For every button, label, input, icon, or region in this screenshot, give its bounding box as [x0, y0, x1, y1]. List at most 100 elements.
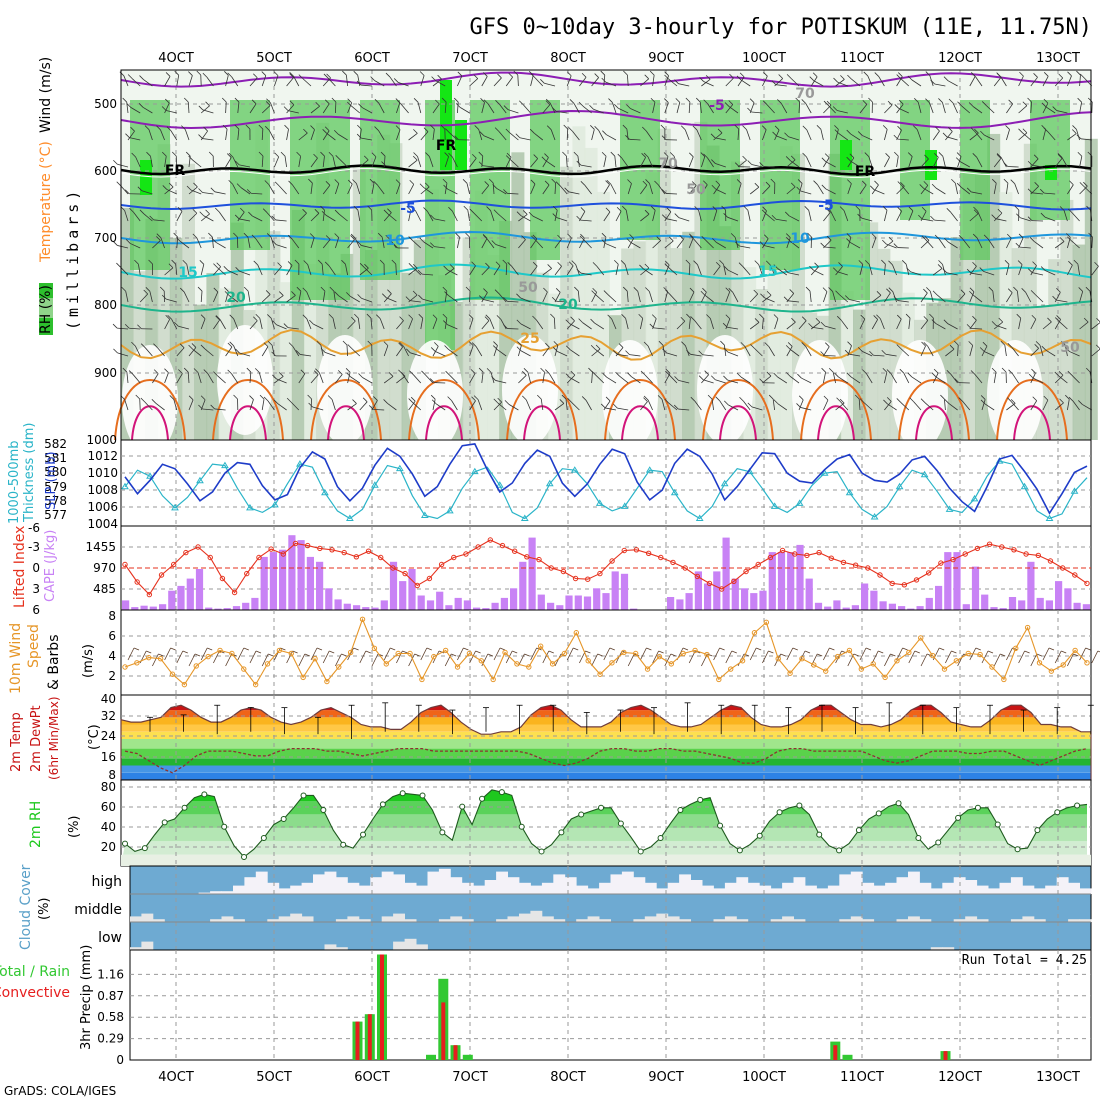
date-label-bottom: 4OCT: [158, 1070, 194, 1085]
temp-band: [121, 765, 1091, 773]
wind-speed-point: [823, 668, 829, 674]
lifted-index-point: [426, 575, 433, 582]
cape-bar: [343, 603, 351, 610]
cloud-cell: [736, 877, 749, 894]
cloud-cell: [599, 882, 611, 894]
lifted-index-point: [378, 554, 384, 561]
wind-speed-point: [288, 650, 294, 657]
cloud-cell: [656, 913, 669, 922]
cape-bar: [288, 535, 296, 610]
cloud-cell: [976, 919, 989, 922]
lifted-index-point: [292, 540, 299, 547]
lifted-index-point: [438, 561, 445, 568]
wind-speed-point: [205, 653, 211, 660]
wind-speed-point: [609, 660, 615, 666]
lifted-index-point: [329, 547, 335, 553]
lifted-index-point: [889, 580, 895, 587]
lifted-index-point: [609, 558, 615, 564]
wind-speed-point: [490, 676, 496, 683]
axis-tick-label: 900: [94, 366, 117, 380]
cloud-cell: [393, 874, 405, 894]
rh-panel: 80 60 40 20 2m RH (%): [28, 779, 1092, 867]
cloud-cell: [461, 919, 474, 922]
rh-point: [161, 819, 168, 826]
cape-bar: [777, 552, 786, 610]
thickness-point: [495, 481, 504, 488]
precip-total-bar: [842, 1054, 853, 1060]
cape-bar: [325, 588, 333, 610]
cape-bar: [269, 552, 277, 610]
thickness-point: [770, 502, 779, 509]
cape-bar: [1008, 597, 1017, 610]
axis-tick-label: 6: [108, 629, 116, 643]
thickness-point: [520, 514, 529, 521]
cape-bar: [362, 607, 370, 610]
cloud-cell: [301, 916, 314, 922]
cloud-cell: [141, 941, 154, 950]
cape-bar: [898, 606, 906, 610]
wind-speed-point: [775, 655, 781, 662]
date-label-top: 6OCT: [354, 51, 390, 66]
wind-speed-point: [217, 647, 223, 654]
axis-tick-label: 581: [44, 451, 67, 465]
thickness-point: [1070, 487, 1079, 494]
rh-point: [558, 829, 565, 836]
wind-speed-label: Speed: [26, 624, 42, 668]
lifted-index-point: [828, 555, 834, 561]
rh-point: [241, 854, 248, 861]
cape-bar: [1018, 600, 1026, 610]
rh-point: [379, 801, 386, 808]
chart-title: GFS 0~10day 3-hourly for POTISKUM (11E, …: [469, 15, 1092, 40]
cape-bar: [316, 561, 324, 610]
cape-bar: [630, 608, 638, 610]
wind-speed-panel: 8 6 4 2 10m Wind Speed & Barbs (m/s): [8, 609, 1100, 696]
date-label-bottom: 9OCT: [648, 1070, 684, 1085]
axis-tick-label: 16: [101, 750, 116, 764]
cape-bar: [1064, 588, 1072, 610]
thickness-point: [370, 481, 379, 488]
wind-barbs-label: & Barbs: [46, 635, 62, 691]
date-label-bottom: 6OCT: [354, 1070, 390, 1085]
lifted-index-point: [524, 554, 530, 560]
contour-label: 50: [686, 182, 706, 198]
cape-bar: [463, 600, 471, 610]
wind-speed-point: [157, 655, 164, 662]
cloud-cell: [942, 882, 955, 894]
wind-speed-point: [407, 650, 413, 657]
cloud-cell: [267, 919, 280, 922]
cloud-cell: [976, 885, 989, 894]
lifted-index-point: [1072, 572, 1078, 578]
cape-bar: [399, 581, 407, 610]
pressure-axis-label: (millibars): [64, 187, 82, 330]
wind-speed-point: [549, 661, 556, 667]
temp-band: [121, 739, 1091, 749]
cape-bar: [620, 573, 629, 610]
lifted-index-point: [779, 547, 786, 554]
lifted-index-point: [950, 556, 956, 563]
rh-point: [1034, 827, 1041, 834]
axis-tick-label: 8: [108, 609, 116, 623]
cloud-cell: [404, 882, 417, 894]
lifted-index-point: [219, 575, 226, 582]
cape-bar: [787, 552, 795, 610]
thickness-point: [970, 494, 979, 502]
cape-bar: [999, 608, 1007, 610]
cape-bar: [759, 590, 767, 610]
date-label-top: 8OCT: [550, 51, 586, 66]
cloud-cell: [1033, 888, 1046, 894]
cloud-cell: [519, 913, 531, 922]
cloud-cell: [862, 882, 875, 894]
temp-label: 2m Temp: [9, 712, 24, 772]
cape-bar: [168, 590, 176, 610]
wind-speed-point: [953, 658, 960, 664]
axis-tick-label: 60: [101, 800, 116, 814]
cape-bar: [694, 571, 702, 610]
temperature-panel: 40 32 24 16 8 2m Temp 2m DewPt (6hr Min/Max)…: [9, 692, 1094, 782]
lifted-index-point: [560, 568, 567, 575]
rh-point: [697, 796, 704, 803]
lifted-index-point: [852, 562, 859, 568]
cloud-cell: [244, 877, 257, 894]
date-label-bottom: 5OCT: [256, 1070, 292, 1085]
cape-bar: [981, 594, 989, 610]
dewpoint-label: 2m DewPt: [29, 705, 44, 772]
